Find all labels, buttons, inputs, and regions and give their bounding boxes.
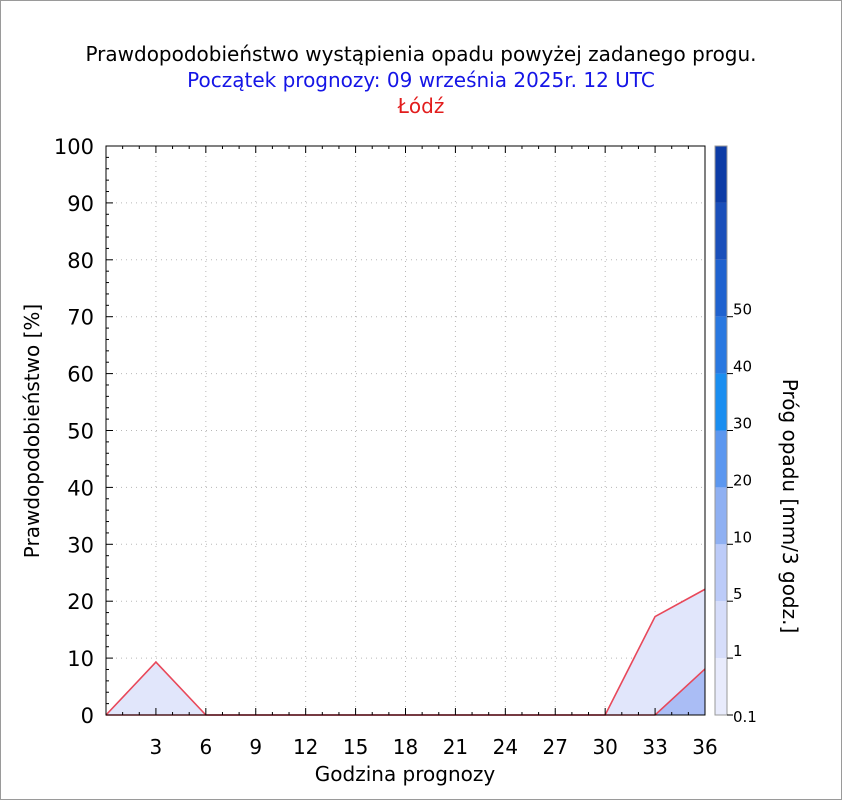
y-tick-label: 20	[67, 590, 94, 614]
x-tick-label: 33	[642, 735, 667, 759]
colorbar-label: 30	[733, 415, 752, 433]
y-tick-label: 90	[67, 192, 94, 216]
colorbar-title: Próg opadu [mm/3 godz.]	[778, 379, 802, 634]
colorbar-segment	[715, 146, 727, 203]
colorbar-segment	[715, 316, 727, 374]
colorbar-segment	[715, 658, 727, 715]
y-tick-label: 80	[67, 249, 94, 273]
x-tick-label: 3	[150, 735, 163, 759]
y-tick-label: 40	[67, 476, 94, 500]
colorbar-segment	[715, 259, 727, 317]
x-tick-label: 9	[249, 735, 262, 759]
colorbar: 0.1 1 5 10 20 30 40 50	[714, 145, 757, 726]
x-tick-label: 18	[393, 735, 418, 759]
colorbar-segment	[715, 430, 727, 488]
colorbar-segment	[715, 202, 727, 260]
grid	[106, 146, 705, 715]
colorbar-segment	[715, 601, 727, 659]
y-tick-label: 100	[54, 135, 94, 159]
colorbar-label: 1	[733, 642, 743, 660]
x-tick-label: 27	[543, 735, 568, 759]
colorbar-label: 20	[733, 471, 752, 489]
chart-title: Prawdopodobieństwo wystąpienia opadu pow…	[85, 42, 757, 66]
y-tick-label: 50	[67, 420, 94, 444]
x-tick-label: 6	[199, 735, 212, 759]
x-tick-label: 21	[443, 735, 468, 759]
chart-location: Łódź	[397, 94, 445, 118]
area-threshold-0.1	[106, 589, 705, 715]
colorbar-label: 50	[733, 301, 752, 319]
colorbar-label: 5	[733, 585, 743, 603]
y-tick-label: 70	[67, 306, 94, 330]
x-tick-label: 36	[692, 735, 717, 759]
x-tick-label: 24	[493, 735, 518, 759]
colorbar-label: 40	[733, 358, 752, 376]
y-tick-label: 60	[67, 363, 94, 387]
colorbar-segment	[715, 544, 727, 602]
colorbar-segment	[715, 487, 727, 545]
y-tick-label: 30	[67, 533, 94, 557]
x-tick-label: 12	[293, 735, 318, 759]
y-tick-label: 0	[81, 704, 94, 728]
x-tick-label: 30	[592, 735, 617, 759]
colorbar-label: 10	[733, 528, 752, 546]
x-tick-label: 15	[343, 735, 368, 759]
chart-subtitle: Początek prognozy: 09 września 2025r. 12…	[187, 68, 655, 92]
colorbar-label: 0.1	[733, 708, 757, 726]
x-axis-title: Godzina prognozy	[315, 762, 496, 786]
axis-ticks	[105, 145, 706, 716]
y-tick-label: 10	[67, 647, 94, 671]
colorbar-segment	[715, 373, 727, 431]
y-axis-title: Prawdopodobieństwo [%]	[20, 304, 44, 558]
axis-tick-labels: 3 6 9 12 15 18 21 24 27 30 33 360102030405060708090…	[54, 135, 718, 759]
